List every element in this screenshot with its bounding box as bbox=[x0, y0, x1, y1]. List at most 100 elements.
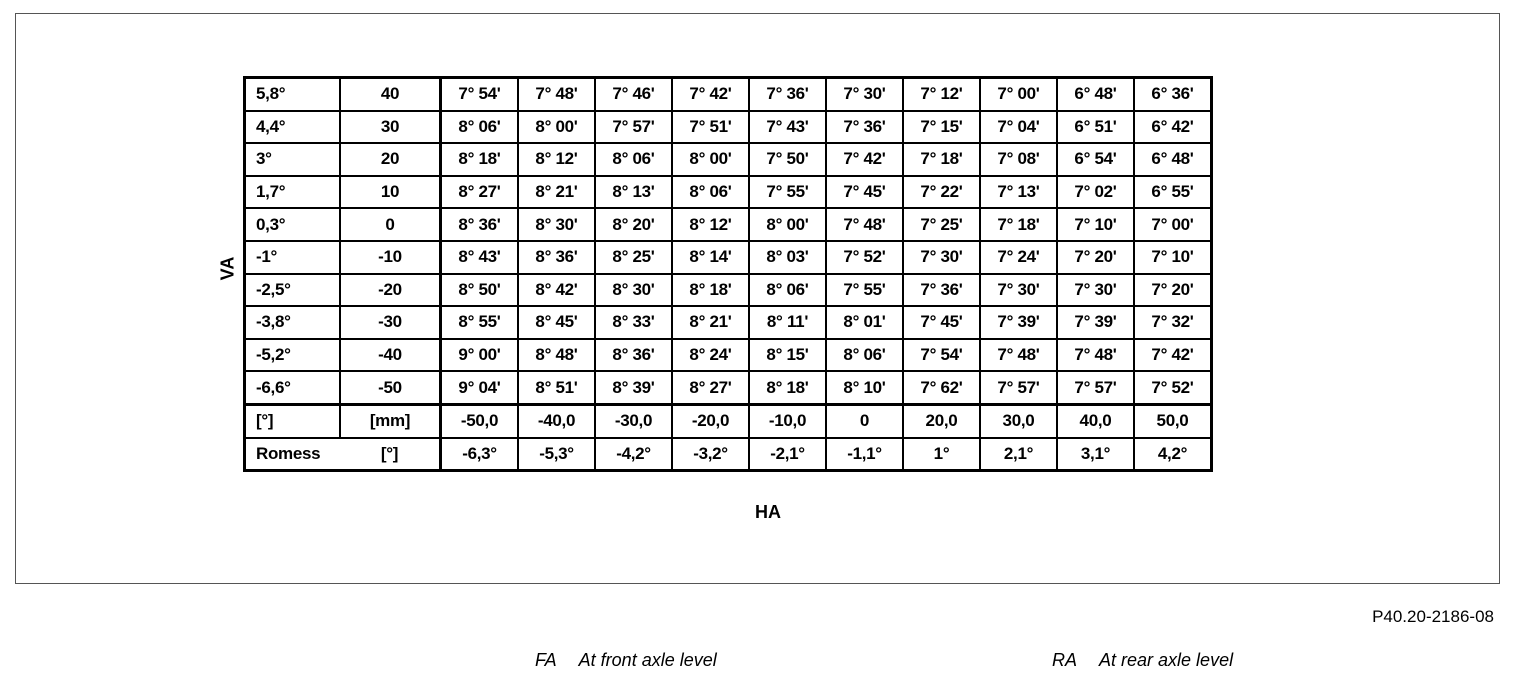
table-row: 1,7° 10 8° 27' 8° 21' 8° 13' 8° 06' 7° 55' 7° 4… bbox=[243, 174, 1213, 210]
value-cell: 7° 54' bbox=[439, 76, 519, 112]
value-cell: 6° 36' bbox=[1133, 76, 1213, 112]
legend-item: FA At front axle level bbox=[535, 650, 717, 671]
legend-text: At rear axle level bbox=[1099, 650, 1234, 670]
value-cell: 7° 24' bbox=[979, 239, 1058, 275]
value-cell: 7° 36' bbox=[748, 76, 827, 112]
value-cell: 6° 54' bbox=[1056, 142, 1135, 177]
ha-deg-row: Romess [°] -6,3° -5,3° -4,2° -3,2° -2,1° -1,1° 1… bbox=[243, 436, 1213, 472]
value-cell: 7° 20' bbox=[1133, 272, 1213, 308]
row-label-mm: -20 bbox=[339, 272, 442, 308]
value-cell: 7° 00' bbox=[1133, 207, 1213, 242]
value-cell: 7° 46' bbox=[594, 76, 673, 112]
value-cell: 8° 12' bbox=[517, 142, 596, 177]
value-cell: 7° 51' bbox=[671, 109, 750, 145]
value-cell: 7° 57' bbox=[594, 109, 673, 145]
value-cell: 7° 30' bbox=[1056, 272, 1135, 308]
value-cell: 8° 00' bbox=[748, 207, 827, 242]
value-cell: 6° 55' bbox=[1133, 174, 1213, 210]
row-label-mm: -30 bbox=[339, 305, 442, 340]
value-cell: 8° 06' bbox=[439, 109, 519, 145]
value-cell: 7° 45' bbox=[825, 174, 904, 210]
value-cell: 0 bbox=[825, 402, 904, 439]
value-cell: 8° 20' bbox=[594, 207, 673, 242]
value-cell: 7° 57' bbox=[1056, 370, 1135, 406]
row-label-mm: -50 bbox=[339, 370, 442, 406]
value-cell: 7° 12' bbox=[902, 76, 981, 112]
figure-frame bbox=[15, 13, 1500, 584]
value-cell: 8° 27' bbox=[671, 370, 750, 406]
value-cell: 7° 52' bbox=[1133, 370, 1213, 406]
row-label-deg: 5,8° bbox=[243, 76, 341, 112]
value-cell: 8° 45' bbox=[517, 305, 596, 340]
value-cell: 50,0 bbox=[1133, 402, 1213, 439]
value-cell: 8° 06' bbox=[825, 337, 904, 373]
value-cell: 7° 42' bbox=[825, 142, 904, 177]
value-cell: 7° 62' bbox=[902, 370, 981, 406]
figure-code: P40.20-2186-08 bbox=[1372, 607, 1494, 626]
row-label-deg: 0,3° bbox=[243, 207, 341, 242]
legend-text: At front axle level bbox=[578, 650, 717, 670]
row-label-deg: 1,7° bbox=[243, 174, 341, 210]
value-cell: 8° 11' bbox=[748, 305, 827, 340]
row-label-deg: -3,8° bbox=[243, 305, 341, 340]
value-cell: 7° 10' bbox=[1133, 239, 1213, 275]
value-cell: -20,0 bbox=[671, 402, 750, 439]
value-cell: 7° 50' bbox=[748, 142, 827, 177]
row-label-deg: 3° bbox=[243, 142, 341, 177]
table-row: 5,8° 40 7° 54' 7° 48' 7° 46' 7° 42' 7° 36' 7° 3… bbox=[243, 76, 1213, 112]
table-row: 0,3° 0 8° 36' 8° 30' 8° 20' 8° 12' 8° 00' 7° 48… bbox=[243, 207, 1213, 242]
value-cell: -50,0 bbox=[439, 402, 519, 439]
legend-item: RA At rear axle level bbox=[1052, 650, 1233, 671]
value-cell: 40,0 bbox=[1056, 402, 1135, 439]
value-cell: 7° 20' bbox=[1056, 239, 1135, 275]
value-cell: 6° 42' bbox=[1133, 109, 1213, 145]
row-label-mm: 20 bbox=[339, 142, 442, 177]
value-cell: 8° 36' bbox=[594, 337, 673, 373]
value-cell: 9° 00' bbox=[439, 337, 519, 373]
value-cell: -1,1° bbox=[825, 436, 904, 472]
value-cell: 9° 04' bbox=[439, 370, 519, 406]
value-cell: 7° 10' bbox=[1056, 207, 1135, 242]
value-cell: 8° 21' bbox=[671, 305, 750, 340]
value-cell: 7° 55' bbox=[825, 272, 904, 308]
value-cell: 8° 30' bbox=[594, 272, 673, 308]
value-cell: 7° 00' bbox=[979, 76, 1058, 112]
value-cell: 8° 25' bbox=[594, 239, 673, 275]
table-row: -1° -10 8° 43' 8° 36' 8° 25' 8° 14' 8° 03' 7° 5… bbox=[243, 239, 1213, 275]
value-cell: 7° 30' bbox=[979, 272, 1058, 308]
value-cell: 4,2° bbox=[1133, 436, 1213, 472]
value-cell: 8° 00' bbox=[517, 109, 596, 145]
value-cell: -6,3° bbox=[439, 436, 519, 472]
value-cell: 30,0 bbox=[979, 402, 1058, 439]
row-label-mm: -10 bbox=[339, 239, 442, 275]
row-label-mm: 10 bbox=[339, 174, 442, 210]
value-cell: 20,0 bbox=[902, 402, 981, 439]
table-row: -5,2° -40 9° 00' 8° 48' 8° 36' 8° 24' 8° 15' 8°… bbox=[243, 337, 1213, 373]
value-cell: 7° 25' bbox=[902, 207, 981, 242]
row-label-mm: [mm] bbox=[339, 402, 442, 439]
value-cell: 7° 02' bbox=[1056, 174, 1135, 210]
value-cell: 8° 27' bbox=[439, 174, 519, 210]
value-cell: 7° 55' bbox=[748, 174, 827, 210]
value-cell: -40,0 bbox=[517, 402, 596, 439]
row-label-deg: -1° bbox=[243, 239, 341, 275]
value-cell: 8° 10' bbox=[825, 370, 904, 406]
value-cell: 7° 54' bbox=[902, 337, 981, 373]
value-cell: 8° 36' bbox=[439, 207, 519, 242]
table-row: -6,6° -50 9° 04' 8° 51' 8° 39' 8° 27' 8° 18' 8°… bbox=[243, 370, 1213, 406]
value-cell: 8° 14' bbox=[671, 239, 750, 275]
row-label-deg: Romess bbox=[243, 436, 340, 472]
value-cell: 7° 52' bbox=[825, 239, 904, 275]
value-cell: 8° 18' bbox=[439, 142, 519, 177]
value-cell: 8° 43' bbox=[439, 239, 519, 275]
value-cell: 8° 18' bbox=[748, 370, 827, 406]
value-cell: -5,3° bbox=[517, 436, 596, 472]
value-cell: 8° 21' bbox=[517, 174, 596, 210]
value-cell: 7° 39' bbox=[1056, 305, 1135, 340]
value-cell: 7° 08' bbox=[979, 142, 1058, 177]
value-cell: 6° 51' bbox=[1056, 109, 1135, 145]
table-row: 3° 20 8° 18' 8° 12' 8° 06' 8° 00' 7° 50' 7° 42'… bbox=[243, 142, 1213, 177]
value-cell: -10,0 bbox=[748, 402, 827, 439]
value-cell: 8° 03' bbox=[748, 239, 827, 275]
value-cell: 7° 13' bbox=[979, 174, 1058, 210]
